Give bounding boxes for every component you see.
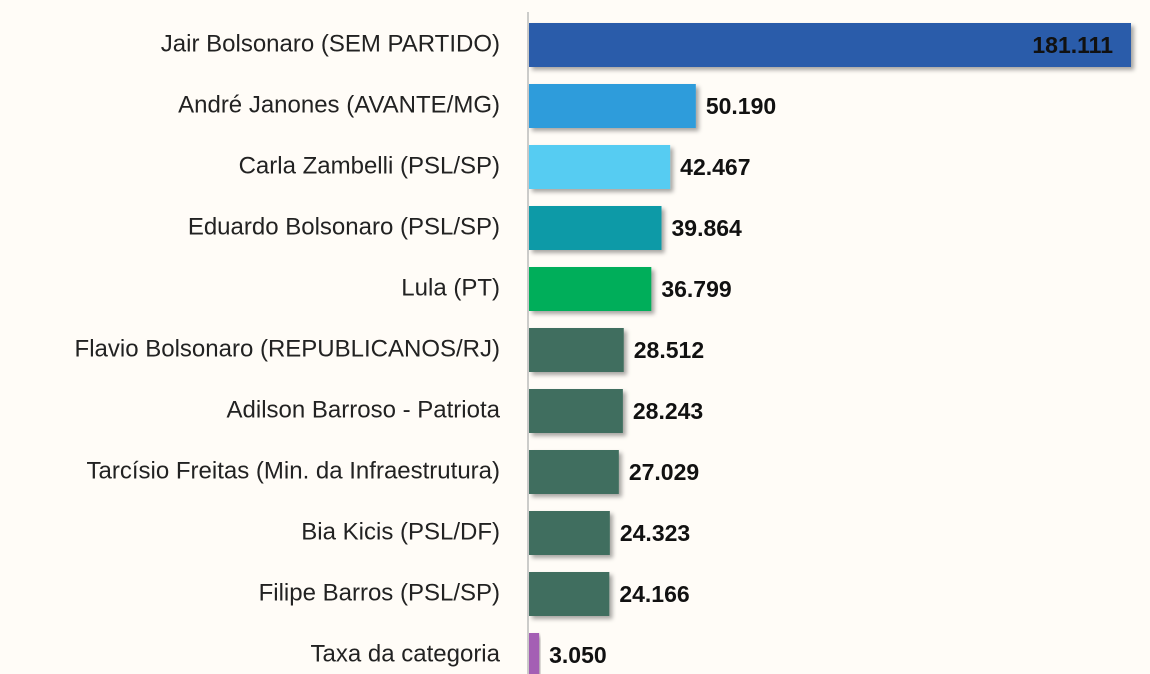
value-label: 42.467 [680,154,750,180]
category-label: Adilson Barroso - Patriota [227,396,501,423]
value-label: 27.029 [629,459,699,485]
category-label: Bia Kicis (PSL/DF) [301,518,500,545]
value-label: 28.243 [633,398,703,424]
value-label: 181.111 [1032,32,1113,58]
category-label: Tarcísio Freitas (Min. da Infraestrutura… [87,457,500,484]
value-label: 24.166 [619,581,689,607]
category-label: Carla Zambelli (PSL/SP) [239,152,500,179]
bar [529,450,619,494]
bar [529,389,623,433]
category-label: Flavio Bolsonaro (REPUBLICANOS/RJ) [75,335,500,362]
bar [529,267,652,311]
category-label: Taxa da categoria [311,640,501,667]
category-label: Lula (PT) [401,274,500,301]
category-label: Eduardo Bolsonaro (PSL/SP) [188,213,500,240]
bar [529,206,662,250]
bar [529,633,540,674]
category-label: Jair Bolsonaro (SEM PARTIDO) [161,30,500,57]
bar [529,145,671,189]
category-label: Filipe Barros (PSL/SP) [259,579,500,606]
bar [529,328,624,372]
category-label: André Janones (AVANTE/MG) [178,91,500,118]
value-label: 3.050 [549,642,607,668]
value-label: 39.864 [672,215,743,241]
value-label: 28.512 [634,337,704,363]
value-label: 24.323 [620,520,690,546]
bar [529,23,1131,67]
value-label: 36.799 [661,276,731,302]
bar [529,84,696,128]
value-label: 50.190 [706,93,776,119]
bar [529,572,610,616]
bar [529,511,610,555]
